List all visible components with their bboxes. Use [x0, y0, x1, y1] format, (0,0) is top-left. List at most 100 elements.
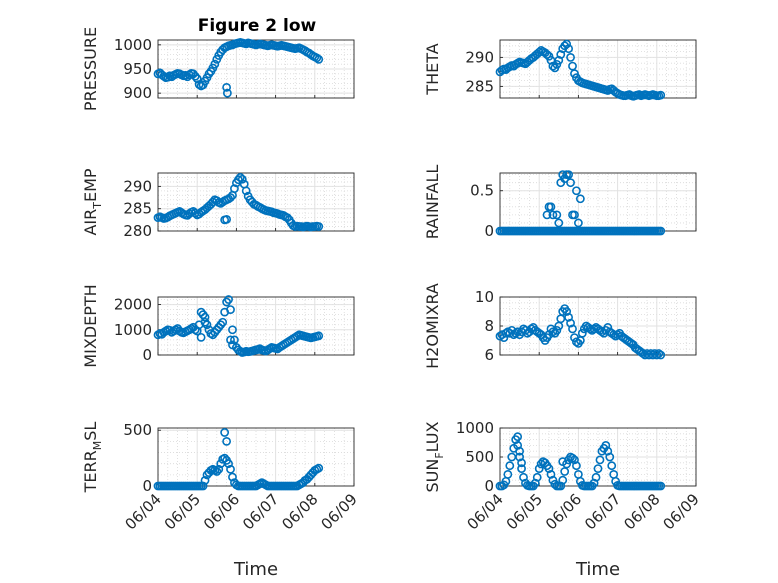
data-point: [589, 478, 599, 488]
data-point: [226, 305, 235, 315]
data-point: [228, 472, 237, 482]
data-point: [562, 307, 572, 316]
data-point: [554, 218, 564, 228]
plot-area: [158, 428, 354, 486]
data-point: [548, 327, 558, 337]
data-point: [224, 295, 233, 304]
data-point: [200, 476, 210, 485]
data-point: [314, 54, 324, 64]
subplot-theta: 285 290 THETA: [423, 39, 697, 101]
data-point: [237, 174, 247, 184]
data-point: [609, 330, 619, 340]
data-point: [591, 472, 601, 482]
data-point: [230, 335, 239, 345]
data-point: [224, 459, 233, 469]
x-tick-label: 06/08: [620, 490, 663, 533]
y-tick-label: 8: [484, 317, 494, 335]
x-tick-label: 06/07: [581, 490, 624, 533]
data-point: [228, 340, 237, 350]
subplot-pressure: 900 950 1000 PRESSURE: [81, 27, 355, 111]
y-tick-label: 1000: [456, 419, 494, 437]
y-tick-label: 900: [123, 84, 152, 102]
y-tick-label: 280: [123, 222, 152, 240]
y-tick-label: 0: [142, 477, 152, 495]
data-point: [656, 90, 666, 100]
data-point: [230, 184, 239, 194]
subplot-h2omixra: 6 8 10 H2OMIXRA: [423, 283, 697, 369]
data-point: [546, 469, 556, 479]
subplot-mixdepth: 0 1000 2000 MIXDEPTH: [81, 284, 355, 368]
data-point: [595, 455, 605, 465]
x-axis-label: Time: [575, 559, 620, 580]
data-point: [314, 463, 324, 473]
data-point: [575, 194, 585, 204]
data-point: [503, 469, 513, 479]
data-point: [558, 457, 568, 467]
y-tick-label: 0: [484, 222, 494, 240]
x-tick-label: 06/09: [660, 490, 703, 533]
data-point: [519, 472, 528, 482]
data-point: [556, 481, 566, 491]
data-point: [499, 333, 509, 342]
y-tick-label: 500: [465, 448, 494, 466]
data-point: [534, 47, 544, 57]
y-tick-label: 285: [465, 77, 494, 95]
x-tick-label: 06/08: [278, 490, 321, 533]
data-point: [222, 82, 231, 92]
subplot-air-temp: 280 285 290 AIRTEMP: [81, 168, 355, 240]
data-point: [570, 210, 579, 220]
data-point: [552, 210, 562, 220]
data-point: [568, 324, 577, 334]
data-point: [222, 88, 232, 98]
y-axis-label: MIXDEPTH: [81, 284, 100, 367]
data-point: [222, 436, 231, 446]
y-axis-label: PRESSURE: [81, 27, 100, 111]
data-point: [226, 193, 235, 202]
data-point: [548, 210, 558, 220]
data-point: [312, 53, 322, 63]
data-point: [204, 69, 214, 79]
data-point: [656, 226, 666, 236]
y-axis-label: SUNFLUX: [423, 421, 446, 492]
data-point: [241, 186, 251, 196]
y-tick-label: 285: [123, 200, 152, 218]
axes-box: [157, 296, 355, 356]
data-point: [566, 318, 575, 328]
data-point: [593, 464, 603, 473]
data-point: [652, 350, 662, 360]
data-point: [184, 70, 194, 80]
y-axis-label: H2OMIXRA: [423, 283, 442, 369]
x-tick-label: 06/07: [239, 490, 282, 533]
data-point: [552, 325, 562, 335]
x-tick-label: 06/04: [122, 490, 165, 533]
data-point: [235, 173, 245, 182]
data-point: [544, 464, 554, 473]
y-axis-label: RAINFALL: [423, 165, 442, 240]
data-point: [566, 53, 575, 62]
data-point: [562, 39, 572, 49]
data-point: [212, 467, 222, 476]
data-point: [190, 208, 200, 218]
data-point: [570, 455, 579, 465]
data-point: [603, 446, 613, 456]
data-point: [568, 61, 577, 71]
x-tick-label: 06/06: [200, 490, 243, 533]
y-tick-label: 6: [484, 346, 494, 364]
data-point: [192, 74, 202, 84]
data-point: [558, 475, 568, 485]
y-tick-label: 1000: [114, 321, 152, 339]
data-point: [572, 461, 581, 471]
x-tick-label: 06/06: [542, 490, 585, 533]
data-point: [226, 464, 235, 474]
data-point: [556, 50, 566, 59]
data-point: [589, 324, 599, 334]
data-point: [564, 170, 573, 180]
y-tick-label: 10: [475, 288, 494, 306]
subplot-rainfall: 0 0.5 RAINFALL: [423, 165, 697, 240]
data-point: [314, 222, 324, 231]
data-point: [542, 210, 552, 220]
data-point: [564, 44, 573, 54]
figure-title: Figure 2 low: [198, 16, 317, 36]
plot-area: [500, 173, 696, 231]
